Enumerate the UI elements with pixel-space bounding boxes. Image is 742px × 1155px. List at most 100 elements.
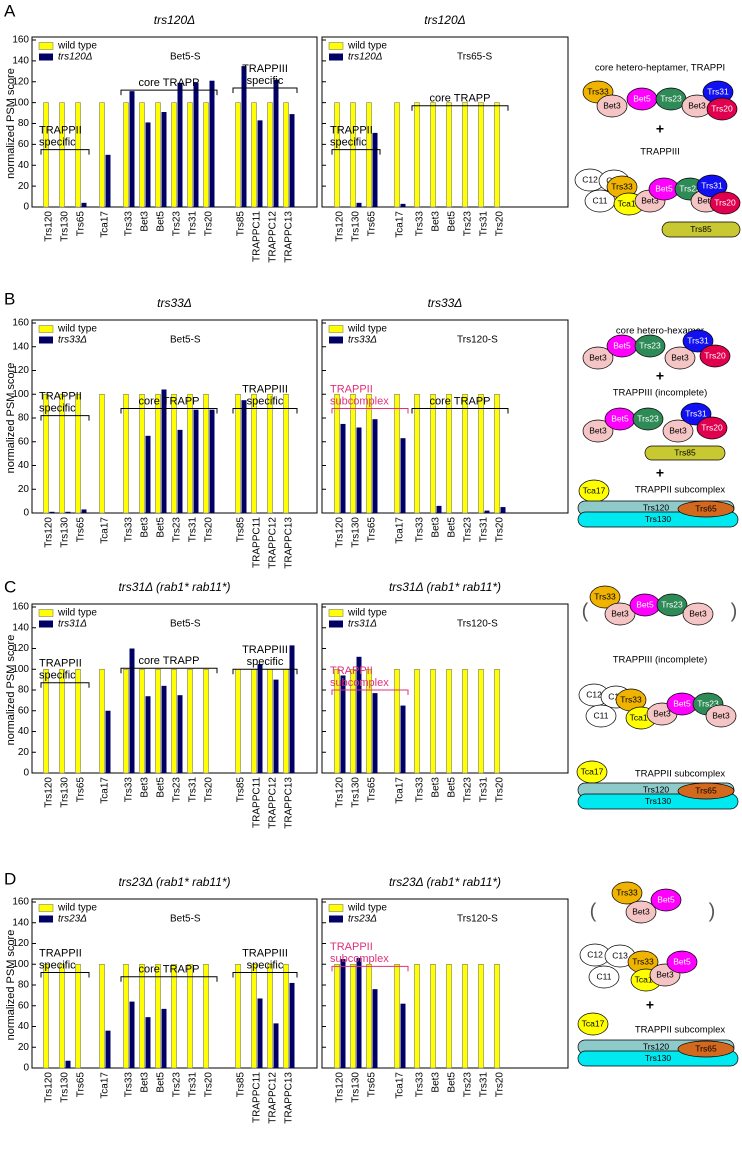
legend-swatch — [328, 904, 344, 912]
bar — [161, 112, 167, 207]
y-tick-label: 40 — [18, 460, 30, 471]
bar — [340, 959, 346, 1068]
x-tick-label: TRAPPC12 — [268, 1072, 279, 1124]
x-tick-label: Trs23 — [172, 777, 183, 803]
annotation-text: specific — [247, 75, 284, 87]
subunit-label: Trs20 — [704, 350, 726, 360]
subunit-label: Bet3 — [632, 906, 650, 916]
bracket — [120, 408, 218, 414]
x-tick-label: Bet3 — [140, 1072, 151, 1093]
y-tick-label: 140 — [12, 56, 29, 67]
bar — [129, 91, 135, 207]
bar — [289, 645, 295, 773]
bar — [500, 507, 506, 513]
bar — [478, 964, 484, 1069]
subunit-label: C11 — [597, 971, 612, 981]
bait-label: Trs120-S — [457, 914, 498, 925]
bar — [334, 964, 340, 1069]
x-tick-label: Trs31 — [188, 517, 199, 543]
x-tick-label: Tca17 — [395, 211, 406, 238]
x-tick-label: Bet3 — [140, 517, 151, 538]
x-tick-label: Trs23 — [463, 211, 474, 237]
y-tick-label: 100 — [12, 959, 29, 970]
x-tick-label: Trs120 — [44, 777, 55, 808]
diagram-caption: core hetero-heptamer, TRAPPI — [595, 63, 725, 74]
annotation-text: subcomplex — [330, 953, 389, 965]
y-tick-label: 120 — [12, 643, 29, 654]
bar — [394, 964, 400, 1069]
y-tick-label: 40 — [18, 726, 30, 737]
bar — [171, 964, 177, 1069]
bar — [372, 132, 378, 207]
bar — [436, 505, 442, 513]
annotation-text: TRAPPII — [330, 125, 373, 137]
x-tick-label: Trs20 — [204, 777, 215, 803]
plot-frame — [321, 36, 569, 208]
subunit-label: C13 — [612, 950, 628, 960]
bar — [251, 394, 257, 514]
bar — [283, 669, 289, 774]
bar — [340, 423, 346, 513]
x-tick-label: Trs85 — [236, 1072, 247, 1098]
subunit — [677, 782, 735, 800]
plot-frame — [321, 603, 569, 774]
bar — [267, 669, 273, 774]
subunit-label: Bet3 — [656, 969, 674, 979]
bar — [99, 102, 105, 208]
legend-label: wild type — [347, 324, 387, 335]
bracket — [331, 689, 409, 695]
x-tick-label: TRAPPC12 — [268, 211, 279, 263]
subunit-label: Bet3 — [641, 195, 659, 205]
subunit-label: C12 — [587, 949, 603, 959]
chart-title: trs120Δ — [154, 13, 195, 27]
y-axis-label: normalized PSM score — [5, 930, 17, 1041]
x-tick-label: Trs120 — [335, 777, 346, 808]
bar — [123, 964, 129, 1069]
bar — [289, 982, 295, 1068]
bar — [372, 989, 378, 1068]
chart-title: trs31Δ (rab1* rab11*) — [118, 580, 230, 594]
subunit-label: Trs23 — [661, 599, 683, 609]
annotation-text: specific — [247, 395, 284, 407]
annotation-text: TRAPPII — [39, 391, 82, 403]
y-tick-label: 20 — [18, 484, 30, 495]
x-tick-label: TRAPPC11 — [252, 1072, 263, 1123]
bar — [356, 427, 362, 513]
bar — [273, 679, 279, 773]
subunit — [709, 191, 741, 215]
annotation-text: specific — [247, 959, 284, 971]
bait-label: Bet5-S — [170, 619, 201, 630]
plot-frame — [321, 898, 569, 1069]
legend-label: trs120Δ — [58, 52, 93, 63]
chart-title: trs33Δ — [428, 296, 463, 310]
subunit-label: Bet5 — [673, 956, 691, 966]
x-tick-label: TRAPPC13 — [284, 517, 295, 569]
subunit — [677, 500, 735, 518]
x-tick-label: Trs33 — [124, 1072, 135, 1098]
x-tick-label: Trs65 — [76, 517, 87, 543]
bar — [193, 409, 199, 513]
bar — [155, 394, 161, 514]
bar — [105, 710, 111, 773]
y-tick-label: 80 — [18, 980, 30, 991]
subunit-label: Bet3 — [589, 352, 607, 362]
subunit — [589, 585, 621, 609]
subunit-label: Trs23 — [639, 340, 661, 350]
x-tick-label: Trs31 — [479, 1072, 490, 1098]
bracket — [40, 682, 90, 688]
bar — [177, 695, 183, 773]
y-tick-label: 100 — [12, 389, 29, 400]
x-tick-label: Trs20 — [204, 517, 215, 543]
y-tick-label: 0 — [23, 202, 29, 213]
annotation-text: specific — [39, 137, 76, 149]
bar — [139, 964, 145, 1069]
x-tick-label: Trs120 — [335, 1072, 346, 1103]
chart-title: trs120Δ — [424, 13, 465, 27]
bar — [366, 964, 372, 1069]
bracket — [40, 972, 90, 978]
x-tick-label: Trs130 — [351, 211, 362, 242]
x-tick-label: TRAPPC11 — [252, 777, 263, 828]
y-tick-label: 0 — [23, 768, 29, 779]
bar — [235, 964, 241, 1069]
subunit-label: Trs23 — [637, 413, 659, 423]
